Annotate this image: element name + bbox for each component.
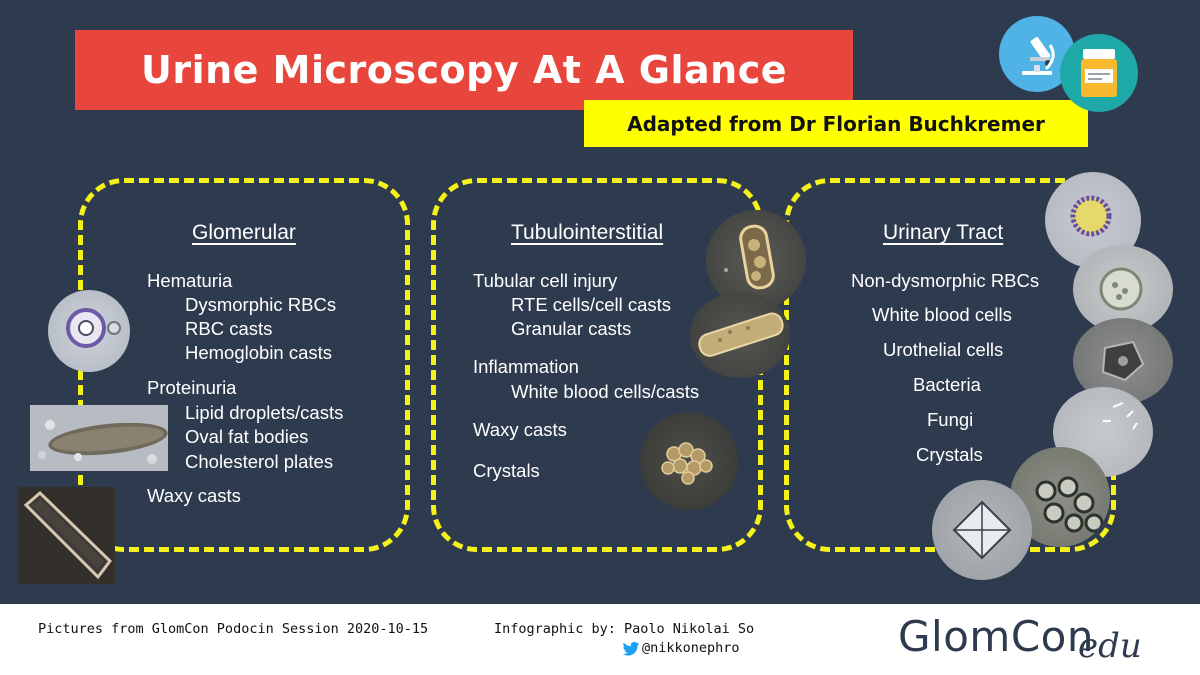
list-item: Inflammation: [473, 356, 579, 377]
title-banner: Urine Microscopy At A Glance: [75, 30, 853, 110]
list-item: Granular casts: [511, 318, 632, 339]
list-item: RBC casts: [185, 318, 273, 339]
glomerular-heading: Glomerular: [192, 221, 296, 244]
list-item: Urothelial cells: [883, 339, 1004, 360]
list-item: Crystals: [916, 444, 983, 465]
waxy-cast-micrograph: [18, 487, 115, 584]
pictures-credit: Pictures from GlomCon Podocin Session 20…: [38, 621, 429, 637]
subtitle-banner: Adapted from Dr Florian Buchkremer: [584, 100, 1088, 147]
brand-logo: GlomCon: [898, 612, 1094, 661]
list-item: Lipid droplets/casts: [185, 402, 344, 423]
list-item: Fungi: [927, 409, 974, 430]
tubulointerstitial-heading: Tubulointerstitial: [511, 221, 664, 244]
list-item: Crystals: [473, 460, 540, 481]
infographic-credit: Infographic by: Paolo Nikolai So: [494, 621, 755, 637]
list-item: Waxy casts: [147, 485, 241, 506]
list-item: Bacteria: [913, 374, 981, 395]
fatty-cast-micrograph: [30, 405, 168, 471]
list-item: Hematuria: [147, 270, 233, 291]
specimen-container-icon: [1060, 34, 1138, 112]
list-item: Proteinuria: [147, 377, 237, 398]
list-item: Non-dysmorphic RBCs: [851, 270, 1040, 291]
list-item: Tubular cell injury: [473, 270, 618, 291]
twitter-handle: @nikkonephro: [642, 640, 740, 656]
list-item: RTE cells/cell casts: [511, 294, 672, 315]
list-item: Cholesterol plates: [185, 451, 334, 472]
list-item: Waxy casts: [473, 419, 567, 440]
list-item: White blood cells/casts: [511, 381, 700, 402]
granular-cast-micrograph: [690, 292, 790, 378]
page-title: Urine Microscopy At A Glance: [141, 48, 787, 92]
crystal-micrograph: [932, 480, 1032, 580]
page-subtitle: Adapted from Dr Florian Buchkremer: [627, 111, 1045, 136]
list-item: Hemoglobin casts: [185, 342, 333, 363]
footer: [0, 604, 1200, 675]
list-item: Dysmorphic RBCs: [185, 294, 337, 315]
list-item: White blood cells: [872, 304, 1012, 325]
wbc-cast-micrograph: [640, 412, 738, 510]
twitter-icon: [622, 641, 640, 656]
brand-logo-suffix: edu: [1078, 626, 1142, 666]
dysmorphic-rbc-micrograph: [48, 290, 130, 372]
microscope-icon: [999, 16, 1075, 92]
list-item: Oval fat bodies: [185, 426, 309, 447]
urinary-tract-heading: Urinary Tract: [883, 221, 1004, 244]
